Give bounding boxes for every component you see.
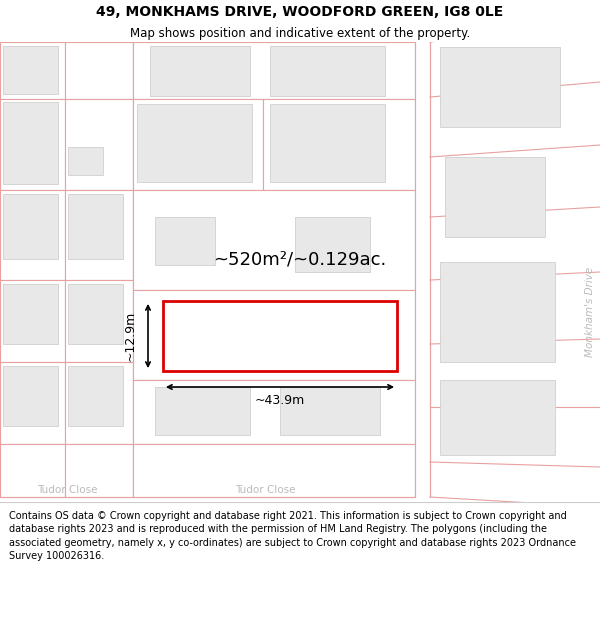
Text: Monkham's Drive: Monkham's Drive xyxy=(585,267,595,357)
Bar xyxy=(440,47,560,127)
Bar xyxy=(65,444,133,497)
Bar xyxy=(3,194,58,259)
Bar xyxy=(137,104,252,182)
Bar xyxy=(65,362,133,444)
Text: Tudor Close: Tudor Close xyxy=(235,485,295,495)
Bar xyxy=(133,99,263,190)
Text: Contains OS data © Crown copyright and database right 2021. This information is : Contains OS data © Crown copyright and d… xyxy=(9,511,576,561)
Text: Tudor Close: Tudor Close xyxy=(37,485,97,495)
Bar xyxy=(445,157,545,237)
Bar xyxy=(3,284,58,344)
Bar xyxy=(270,46,385,96)
Bar xyxy=(155,217,215,265)
Bar xyxy=(0,444,65,497)
Bar xyxy=(3,102,58,184)
Bar xyxy=(65,99,133,190)
Bar xyxy=(65,42,133,99)
Bar xyxy=(68,284,123,344)
Bar xyxy=(3,366,58,426)
Bar xyxy=(155,387,250,435)
Bar xyxy=(263,99,415,190)
Bar xyxy=(150,46,250,96)
Bar xyxy=(0,280,65,362)
Bar xyxy=(0,99,65,190)
Bar xyxy=(133,444,415,497)
Text: ~12.9m: ~12.9m xyxy=(124,311,137,361)
Bar xyxy=(65,190,133,280)
Bar xyxy=(163,301,397,371)
Text: ~520m²/~0.129ac.: ~520m²/~0.129ac. xyxy=(214,251,386,269)
Bar xyxy=(3,46,58,94)
Bar xyxy=(440,262,555,362)
Bar xyxy=(65,280,133,362)
Bar xyxy=(255,301,320,356)
Bar xyxy=(0,190,65,280)
Bar xyxy=(133,380,415,444)
Bar xyxy=(68,194,123,259)
Bar xyxy=(0,42,65,99)
Text: 49: 49 xyxy=(295,325,325,349)
Bar xyxy=(440,380,555,455)
Bar xyxy=(270,104,385,182)
Bar xyxy=(280,387,380,435)
Text: Map shows position and indicative extent of the property.: Map shows position and indicative extent… xyxy=(130,27,470,40)
Bar xyxy=(133,42,415,99)
Bar xyxy=(0,362,65,444)
Text: ~43.9m: ~43.9m xyxy=(255,394,305,408)
Bar xyxy=(68,147,103,175)
Bar xyxy=(68,366,123,426)
Text: 49, MONKHAMS DRIVE, WOODFORD GREEN, IG8 0LE: 49, MONKHAMS DRIVE, WOODFORD GREEN, IG8 … xyxy=(97,5,503,19)
Bar xyxy=(133,290,415,380)
Bar xyxy=(295,217,370,272)
Bar xyxy=(133,190,415,290)
